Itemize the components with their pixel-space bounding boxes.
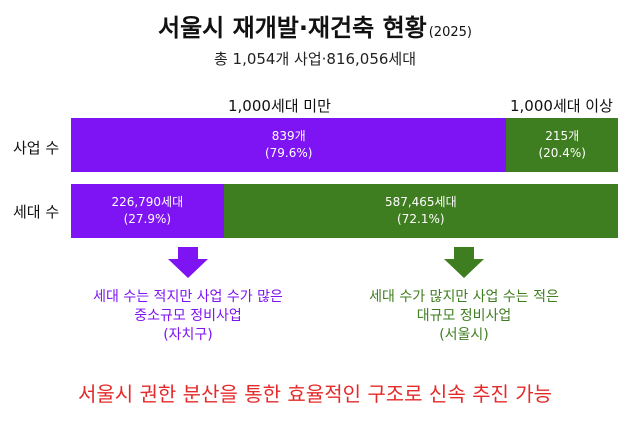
group-label-small: 1,000세대 미만	[228, 97, 331, 115]
bar-percent-label: (79.6%)	[264, 146, 313, 160]
bar-row-households: 226,790세대 (27.9%) 587,465세대 (72.1%)	[71, 184, 618, 238]
bar-percent-label: (20.4%)	[538, 146, 586, 160]
group-label-large: 1,000세대 이상	[510, 97, 613, 115]
bar-percent-label: (27.9%)	[123, 212, 172, 226]
row-label-households: 세대 수	[13, 203, 60, 221]
chart-title: 서울시 재개발·재건축 현황 (2025)	[0, 8, 630, 43]
bar-segment-households-small: 226,790세대 (27.9%)	[71, 184, 224, 238]
note-line: 세대 수는 적지만 사업 수가 많은	[93, 289, 283, 305]
note-line: (자치구)	[163, 327, 213, 343]
note-line: 대규모 정비사업	[416, 308, 512, 324]
note-line: 세대 수가 많지만 사업 수는 적은	[369, 289, 559, 305]
bar-value-label: 839개	[271, 129, 306, 143]
down-arrow-icon-small	[168, 247, 208, 278]
bar-value-label: 226,790세대	[111, 195, 184, 209]
conclusion-text: 서울시 권한 분산을 통한 효율적인 구조로 신속 추진 가능	[77, 382, 553, 406]
bar-segment-projects-small: 839개 (79.6%)	[71, 118, 507, 172]
bar-segment-households-large: 587,465세대 (72.1%)	[223, 184, 618, 238]
bar-value-label: 215개	[545, 129, 580, 143]
note-large-scale: 세대 수가 많지만 사업 수는 적은 대규모 정비사업 (서울시)	[314, 288, 614, 345]
bar-row-projects: 839개 (79.6%) 215개 (20.4%)	[71, 118, 618, 172]
note-small-scale: 세대 수는 적지만 사업 수가 많은 중소규모 정비사업 (자치구)	[38, 288, 338, 345]
bar-percent-label: (72.1%)	[397, 212, 445, 226]
bar-segment-projects-large: 215개 (20.4%)	[506, 118, 618, 172]
note-line: 중소규모 정비사업	[134, 308, 242, 324]
note-line: (서울시)	[439, 327, 489, 343]
down-arrow-icon-large	[444, 247, 484, 278]
row-label-projects: 사업 수	[13, 139, 60, 157]
title-text: 서울시 재개발·재건축 현황	[158, 14, 427, 42]
chart-subtitle: 총 1,054개 사업·816,056세대	[213, 50, 417, 68]
bar-value-label: 587,465세대	[384, 195, 457, 209]
title-year: (2025)	[428, 25, 472, 40]
